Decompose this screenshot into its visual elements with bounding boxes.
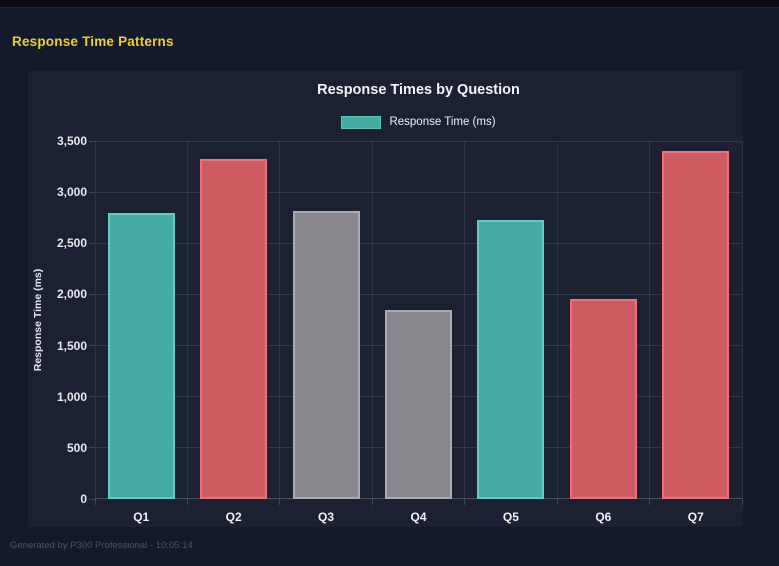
- y-axis-tick-label: 1,500: [56, 338, 87, 353]
- y-axis-tickmark: [89, 396, 95, 398]
- bar-q5: [477, 219, 545, 499]
- y-axis-tickmark: [89, 191, 95, 193]
- x-axis-tick-label: Q1: [133, 510, 150, 524]
- horizontal-gridline: [95, 191, 742, 193]
- horizontal-gridline: [95, 140, 742, 142]
- x-axis-tickmark: [186, 499, 188, 505]
- horizontal-gridline: [95, 242, 742, 244]
- vertical-gridline: [741, 141, 743, 499]
- y-axis-tick-label: 3,000: [56, 185, 87, 200]
- x-axis-tick-label: Q5: [502, 510, 519, 524]
- y-axis-tick-label: 2,000: [56, 287, 87, 302]
- chart-title: Response Times by Question: [317, 82, 520, 98]
- x-axis-tickmark: [94, 499, 96, 505]
- x-axis-tickmark: [464, 499, 466, 505]
- page-title: Response Time Patterns: [12, 34, 174, 49]
- window-top-strip: [0, 0, 779, 8]
- legend-label: Response Time (ms): [389, 116, 496, 128]
- vertical-gridline: [94, 141, 96, 499]
- bar-q2: [200, 158, 268, 499]
- x-axis-tick-label: Q6: [595, 510, 612, 524]
- bar-q6: [569, 299, 637, 499]
- vertical-gridline: [186, 141, 188, 499]
- bar-q7: [662, 151, 730, 499]
- chart-legend: Response Time (ms): [95, 114, 742, 130]
- x-axis-tickmark: [556, 499, 558, 505]
- y-axis-tick-label: 3,500: [56, 134, 87, 148]
- y-axis-tickmark: [89, 242, 95, 244]
- y-axis-tick-labels: 0 500 1,000 1,500 2,000 2,500 3,000 3,500: [28, 134, 87, 506]
- x-axis-tickmark: [741, 499, 743, 505]
- y-axis-tick-label: 500: [66, 440, 87, 455]
- y-axis-tickmark: [89, 498, 95, 500]
- legend-swatch: [341, 115, 382, 129]
- bar-q4: [384, 310, 452, 499]
- legend-item-response-time[interactable]: Response Time (ms): [341, 115, 496, 129]
- horizontal-gridline: [95, 293, 742, 295]
- x-axis-tickmark: [649, 499, 651, 505]
- x-axis-tick-labels: Q1 Q2 Q3 Q4 Q5 Q6 Q7: [95, 510, 742, 526]
- x-axis-tick-label: Q7: [687, 510, 704, 524]
- vertical-gridline: [556, 141, 558, 499]
- plot-area: [89, 140, 743, 505]
- y-axis-tick-label: 1,000: [56, 389, 87, 404]
- vertical-gridline: [371, 141, 373, 499]
- vertical-gridline: [279, 141, 281, 499]
- y-axis-tick-label: 0: [80, 492, 87, 506]
- x-axis-tickmark: [279, 499, 281, 505]
- y-axis-tickmark: [89, 140, 95, 142]
- x-axis-tick-label: Q3: [318, 510, 335, 524]
- vertical-gridline: [464, 141, 466, 499]
- footer-generated-text: Generated by P300 Professional - 10:05:1…: [10, 540, 193, 551]
- chart-panel: Response Times by Question Response Time…: [28, 71, 743, 527]
- bar-q1: [107, 213, 175, 499]
- x-axis-tickmark: [371, 499, 373, 505]
- y-axis-tickmark: [89, 345, 95, 347]
- y-axis-tickmark: [89, 447, 95, 449]
- y-axis-tick-label: 2,500: [56, 236, 87, 251]
- vertical-gridline: [649, 141, 651, 499]
- bar-q3: [292, 211, 360, 499]
- y-axis-tickmark: [89, 293, 95, 295]
- x-axis-tick-label: Q2: [225, 510, 242, 524]
- x-axis-tick-label: Q4: [410, 510, 427, 524]
